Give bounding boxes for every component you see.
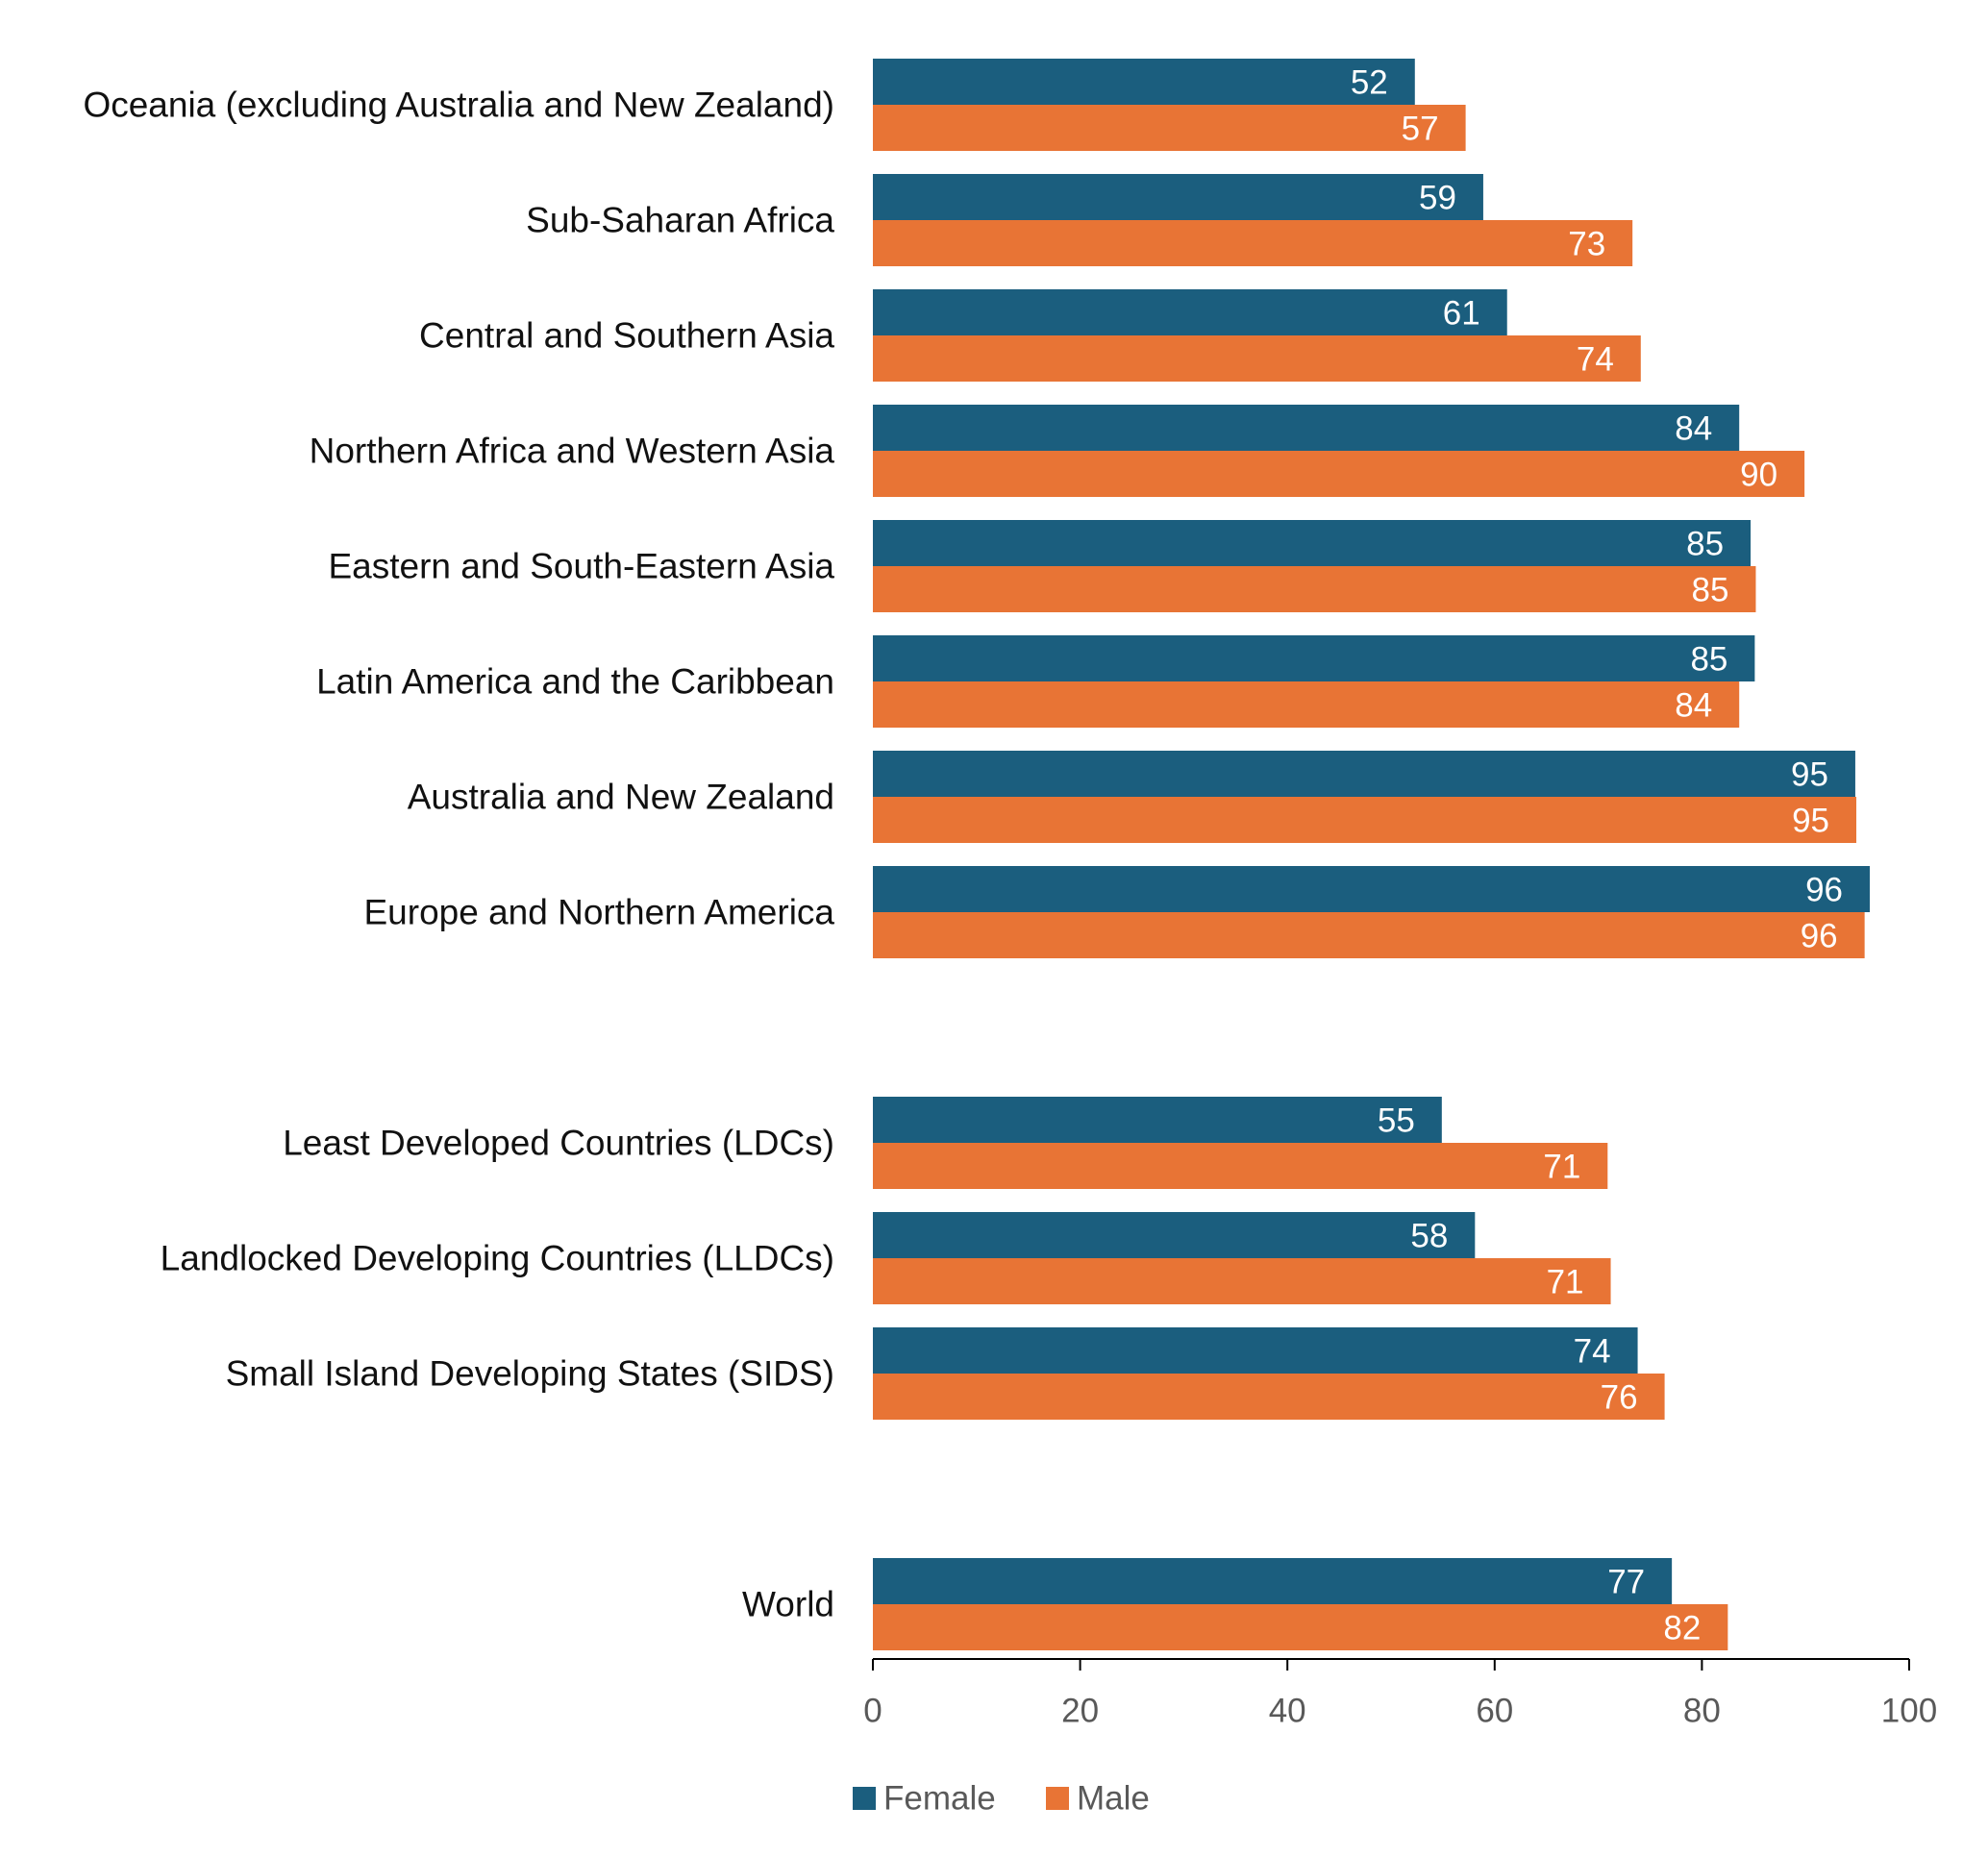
x-tick-label: 80 (1683, 1693, 1721, 1730)
data-label-female: 95 (1791, 756, 1828, 794)
category-label: Latin America and the Caribbean (316, 662, 834, 702)
data-label-female: 58 (1410, 1218, 1448, 1255)
x-tick-label: 100 (1881, 1693, 1937, 1730)
bar-female (873, 1558, 1673, 1604)
data-label-male: 82 (1663, 1610, 1701, 1647)
legend-swatch-female (853, 1787, 876, 1810)
category-label: Least Developed Countries (LDCs) (283, 1124, 834, 1163)
data-label-female: 55 (1378, 1102, 1415, 1140)
category-label: Landlocked Developing Countries (LLDCs) (161, 1239, 834, 1278)
data-label-male: 71 (1547, 1264, 1584, 1301)
category-label: Small Island Developing States (SIDS) (226, 1354, 834, 1394)
bar-female (873, 866, 1871, 912)
bar-female (873, 635, 1755, 681)
bar-male (873, 797, 1857, 843)
data-label-male: 84 (1675, 687, 1712, 725)
data-label-female: 59 (1419, 180, 1456, 217)
bar-female (873, 751, 1855, 797)
bar-male (873, 1258, 1611, 1304)
bar-male (873, 681, 1740, 728)
data-label-male: 57 (1402, 111, 1439, 148)
bar-male (873, 1143, 1608, 1189)
category-label: World (742, 1585, 834, 1624)
bar-female (873, 1097, 1442, 1143)
legend-label-female: Female (883, 1780, 996, 1818)
data-label-female: 84 (1675, 410, 1712, 448)
bar-female (873, 1212, 1476, 1258)
data-label-female: 85 (1686, 526, 1724, 563)
x-tick-label: 20 (1061, 1693, 1099, 1730)
category-label: Central and Southern Asia (419, 316, 834, 356)
category-label: Sub-Saharan Africa (526, 201, 834, 240)
bar-female (873, 405, 1740, 451)
data-label-male: 73 (1568, 226, 1605, 263)
data-label-male: 85 (1692, 572, 1729, 609)
bar-male (873, 220, 1633, 266)
category-label: Northern Africa and Western Asia (310, 432, 835, 471)
x-tick-label: 40 (1269, 1693, 1306, 1730)
bar-female (873, 289, 1507, 335)
data-label-female: 85 (1690, 641, 1727, 679)
bar-female (873, 59, 1415, 105)
bar-male (873, 566, 1756, 612)
x-tick-label: 0 (863, 1693, 882, 1730)
bar-female (873, 1327, 1638, 1374)
category-label: Eastern and South-Eastern Asia (328, 547, 834, 586)
data-label-male: 74 (1577, 341, 1614, 379)
data-label-male: 90 (1740, 457, 1777, 494)
data-label-male: 95 (1792, 803, 1829, 840)
bar-male (873, 335, 1641, 382)
bar-male (873, 1604, 1728, 1650)
bar-female (873, 520, 1752, 566)
legend-label-male: Male (1077, 1780, 1150, 1818)
bar-male (873, 912, 1865, 958)
data-label-female: 52 (1351, 64, 1388, 102)
category-label: Australia and New Zealand (408, 778, 834, 817)
category-label: Europe and Northern America (364, 893, 835, 932)
bar-male (873, 451, 1805, 497)
data-label-female: 61 (1443, 295, 1480, 333)
data-label-female: 77 (1607, 1564, 1645, 1601)
bar-male (873, 105, 1466, 151)
data-label-female: 74 (1574, 1333, 1611, 1371)
legend-swatch-male (1046, 1787, 1069, 1810)
bar-male (873, 1374, 1665, 1420)
data-label-male: 71 (1543, 1149, 1580, 1186)
data-label-male: 76 (1601, 1379, 1638, 1417)
bar-female (873, 174, 1483, 220)
x-tick-label: 60 (1476, 1693, 1513, 1730)
data-label-female: 96 (1805, 872, 1843, 909)
category-label: Oceania (excluding Australia and New Zea… (83, 86, 834, 125)
data-label-male: 96 (1801, 918, 1838, 955)
